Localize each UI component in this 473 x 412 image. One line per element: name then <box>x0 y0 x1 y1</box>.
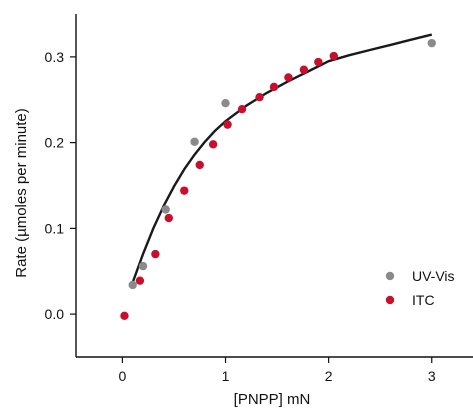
itc-point <box>237 104 247 114</box>
axes <box>75 14 473 358</box>
itc-point <box>299 65 309 74</box>
x-tick-label: 3 <box>428 368 436 384</box>
itc-point <box>284 73 293 82</box>
itc-point <box>164 213 174 223</box>
x-axis-ticks: 0 1 2 3 <box>119 357 436 384</box>
y-axis-ticks: 0.0 0.1 0.2 0.3 <box>45 49 76 322</box>
x-axis-label: [PNPP] mN <box>234 391 311 408</box>
y-axis-label: Rate (µmoles per minute) <box>13 108 30 278</box>
itc-point <box>195 160 204 170</box>
fit-curve <box>131 33 433 283</box>
y-tick-label: 0.1 <box>45 220 65 236</box>
itc-point <box>223 120 232 129</box>
y-tick-label: 0.2 <box>45 135 65 151</box>
uv-vis-point <box>221 98 230 108</box>
uv-vis-point <box>190 137 199 146</box>
uv-vis-point <box>161 205 170 214</box>
legend-marker-itc <box>385 295 395 305</box>
itc-point <box>151 249 160 259</box>
itc-point <box>329 51 338 61</box>
itc-point <box>269 82 279 92</box>
itc-point <box>314 57 323 67</box>
fit-line-layer <box>131 33 433 283</box>
legend-label-itc: ITC <box>412 292 435 308</box>
itc-point <box>135 276 145 285</box>
uv-vis-point <box>427 38 436 48</box>
y-tick-label: 0.3 <box>45 49 65 65</box>
x-tick-label: 1 <box>222 368 230 384</box>
uv-vis-point <box>138 261 148 271</box>
itc-point <box>208 140 218 149</box>
legend-marker-uv-vis <box>385 271 395 281</box>
x-tick-label: 0 <box>119 368 127 384</box>
uv-vis-point <box>128 280 137 290</box>
data-points-layer <box>120 38 436 321</box>
legend: UV-Vis ITC <box>385 268 455 308</box>
itc-point <box>180 186 189 195</box>
itc-point <box>255 92 264 102</box>
legend-label-uv-vis: UV-Vis <box>412 268 455 284</box>
itc-point <box>120 311 129 321</box>
y-tick-label: 0.0 <box>45 306 65 322</box>
x-tick-label: 2 <box>325 368 333 384</box>
